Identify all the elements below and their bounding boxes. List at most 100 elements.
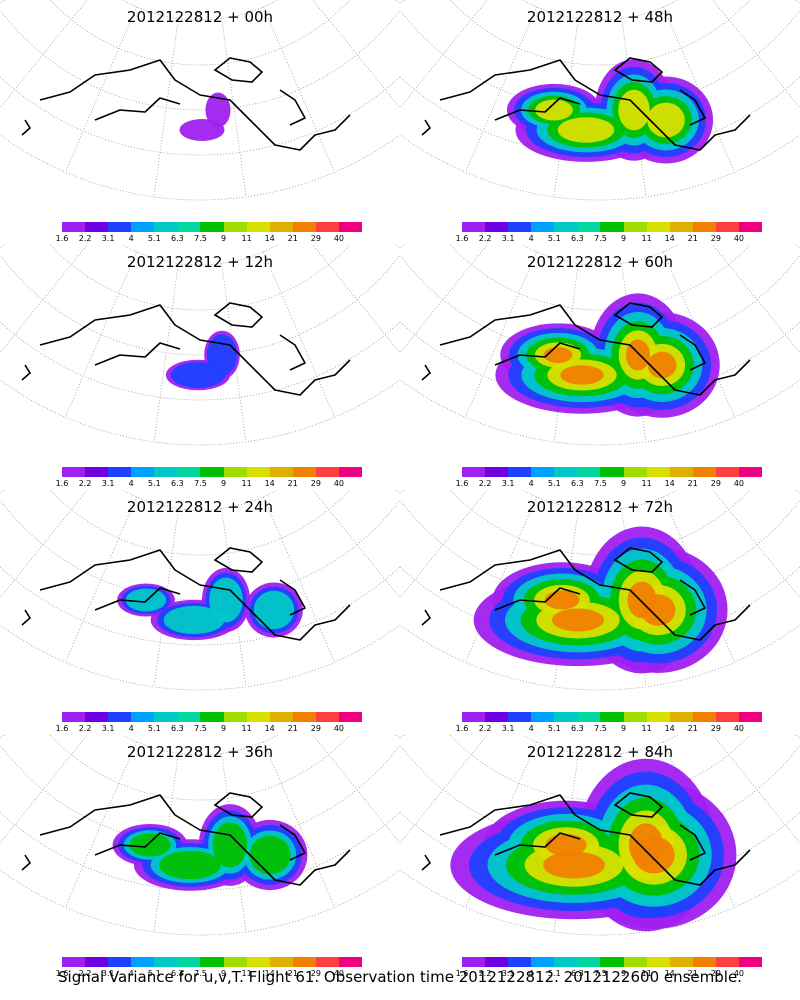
colorbar-swatch: [154, 957, 178, 967]
map-graticule: [0, 490, 400, 691]
colorbar-swatch: [85, 957, 109, 967]
colorbar-tick-label: 3.1: [501, 969, 515, 978]
colorbar-ticks: 1.6 2.2 3.1 4 5.1 6.3 7.5 9 11 14 21 29 40: [56, 234, 362, 244]
colorbar-tick-label: 6.3: [171, 724, 184, 733]
colorbar-tick-label: 5.1: [147, 969, 161, 978]
variance-field: [495, 293, 720, 418]
colorbar-swatch: [62, 712, 86, 722]
colorbar-swatch: [108, 222, 132, 232]
colorbar-tick-label: 21: [687, 724, 698, 733]
colorbar-swatch: [485, 467, 509, 477]
colorbar-swatch: [531, 957, 555, 967]
colorbar-tick-label: 6.3: [571, 479, 584, 488]
colorbar-tick-label: 1.6: [455, 234, 469, 243]
colorbar-tick-label: 1.6: [55, 234, 69, 243]
colorbar-swatch: [738, 222, 763, 232]
colorbar-swatch: [715, 712, 739, 722]
colorbar: [62, 712, 363, 722]
colorbar-swatch: [200, 222, 224, 232]
colorbar-swatch: [715, 957, 739, 967]
colorbar-ticks: 1.6 2.2 3.1 4 5.1 6.3 7.5 9 11 14 21 29 40: [56, 724, 362, 734]
colorbar-tick-label: 11: [241, 234, 252, 243]
colorbar-swatch: [646, 712, 670, 722]
colorbar-tick-label: 4: [528, 969, 534, 978]
colorbar-swatch: [531, 222, 555, 232]
colorbar-swatch: [600, 467, 624, 477]
colorbar: [462, 957, 763, 967]
colorbar-tick-label: 5.1: [547, 969, 561, 978]
colorbar-tick-label: 40: [333, 969, 345, 978]
coastlines: [21, 302, 351, 396]
colorbar-swatch: [554, 467, 578, 477]
colorbar: [62, 957, 363, 967]
colorbar-tick-label: 4: [128, 479, 134, 488]
coastlines: [421, 57, 751, 151]
colorbar-tick-label: 2.2: [78, 234, 92, 243]
colorbar-swatch: [108, 957, 132, 967]
colorbar-swatch: [646, 222, 670, 232]
colorbar-swatch: [485, 712, 509, 722]
colorbar-swatch: [154, 712, 178, 722]
colorbar-swatch: [577, 712, 601, 722]
colorbar-swatch: [554, 712, 578, 722]
colorbar-tick-label: 3.1: [101, 479, 115, 488]
panel-title: 2012122812 + 48h: [526, 8, 674, 26]
colorbar-swatch: [508, 222, 532, 232]
colorbar-tick-label: 1.6: [455, 479, 469, 488]
colorbar-tick-label: 7.5: [594, 479, 607, 488]
variance-field: [165, 330, 240, 391]
colorbar-tick-label: 14: [264, 234, 275, 243]
colorbar-swatch: [669, 222, 693, 232]
colorbar-tick-label: 21: [287, 724, 298, 733]
forecast-panel: 2012122812 + 48h 1.6 2.2 3.1 4 5.1 6.3 7.5 9 11 14…: [400, 0, 800, 245]
colorbar-tick-label: 2.2: [478, 234, 492, 243]
colorbar-tick-label: 6.3: [171, 969, 184, 978]
forecast-panel: 2012122812 + 12h 1.6 2.2 3.1 4 5.1 6.3 7.5 9 11 14…: [0, 245, 400, 490]
colorbar-swatch: [623, 467, 647, 477]
variance-field: [117, 567, 303, 641]
colorbar-swatch: [338, 957, 363, 967]
colorbar-tick-label: 11: [641, 479, 652, 488]
colorbar-tick-label: 11: [641, 724, 652, 733]
polar-map: [0, 0, 400, 201]
colorbar-tick-label: 6.3: [171, 479, 184, 488]
colorbar-swatch: [177, 957, 201, 967]
colorbar-swatch: [292, 712, 316, 722]
colorbar-tick-label: 29: [310, 479, 321, 488]
colorbar-swatch: [200, 712, 224, 722]
colorbar-swatch: [85, 712, 109, 722]
colorbar-swatch: [669, 467, 693, 477]
colorbar-tick-label: 3.1: [101, 234, 115, 243]
colorbar-swatch: [623, 712, 647, 722]
colorbar-swatch: [131, 712, 155, 722]
colorbar-tick-label: 1.6: [55, 969, 69, 978]
colorbar-swatch: [692, 712, 716, 722]
coastlines: [21, 792, 351, 886]
colorbar-swatch: [600, 957, 624, 967]
coastlines: [421, 792, 751, 886]
colorbar-tick-label: 11: [241, 724, 252, 733]
colorbar-swatch: [223, 467, 247, 477]
colorbar-tick-label: 2.2: [78, 479, 92, 488]
colorbar-tick-label: 2.2: [478, 479, 492, 488]
panel-title: 2012122812 + 72h: [526, 498, 674, 516]
colorbar-swatch: [462, 222, 486, 232]
colorbar-swatch: [338, 222, 363, 232]
colorbar-swatch: [269, 957, 293, 967]
colorbar-tick-label: 3.1: [101, 724, 115, 733]
colorbar-tick-label: 2.2: [478, 724, 492, 733]
colorbar-tick-label: 40: [733, 724, 745, 733]
colorbar-swatch: [246, 957, 270, 967]
colorbar-tick-label: 14: [664, 479, 675, 488]
colorbar-swatch: [62, 222, 86, 232]
colorbar-swatch: [669, 712, 693, 722]
colorbar-swatch: [554, 222, 578, 232]
colorbar-tick-label: 3.1: [501, 234, 515, 243]
colorbar-swatch: [462, 712, 486, 722]
colorbar-tick-label: 4: [528, 724, 534, 733]
colorbar: [462, 712, 763, 722]
colorbar-swatch: [554, 957, 578, 967]
colorbar-swatch: [154, 467, 178, 477]
colorbar-tick-label: 40: [333, 234, 345, 243]
colorbar-swatch: [646, 957, 670, 967]
